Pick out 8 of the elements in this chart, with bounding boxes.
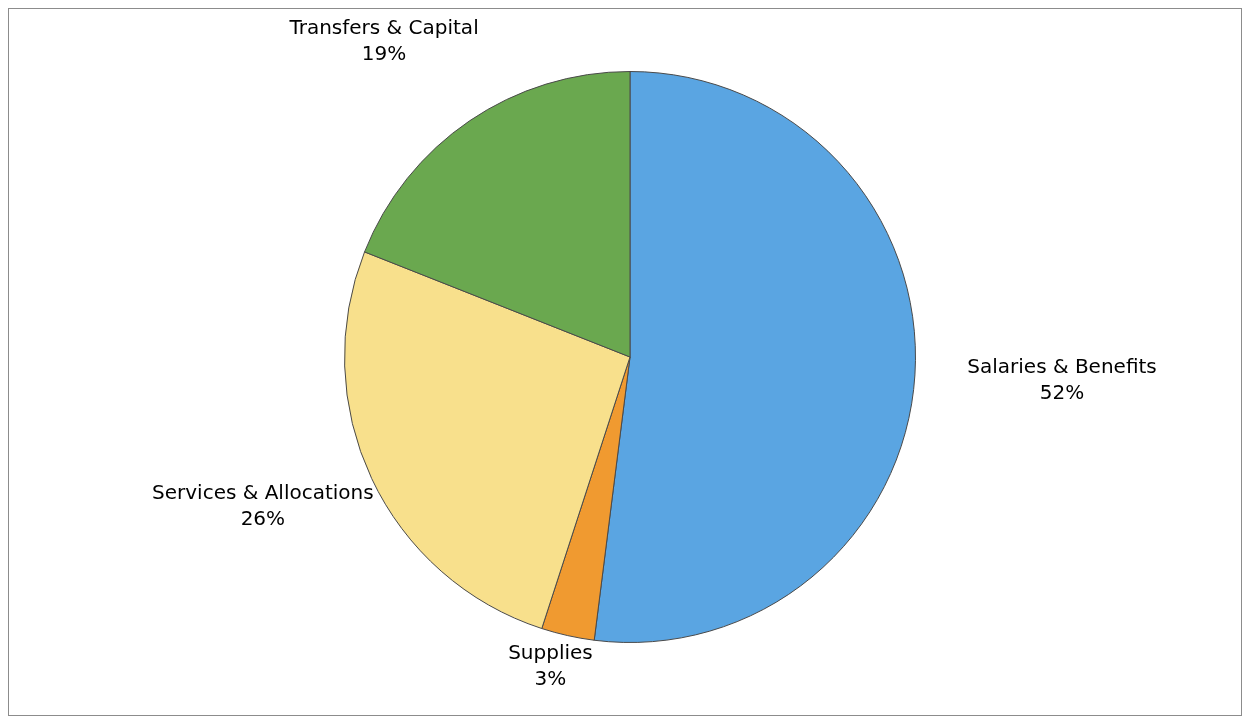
data-label: 3% (534, 665, 567, 690)
data-label: 52% (1039, 379, 1085, 404)
slice-label: Transfers & Capital (288, 15, 479, 40)
data-label: 26% (240, 506, 286, 531)
slice-label: Supplies (508, 639, 593, 664)
data-label: 19% (361, 41, 407, 66)
slice-label: Salaries & Benefits (967, 353, 1157, 378)
slice-label: Services & Allocations (152, 480, 374, 505)
